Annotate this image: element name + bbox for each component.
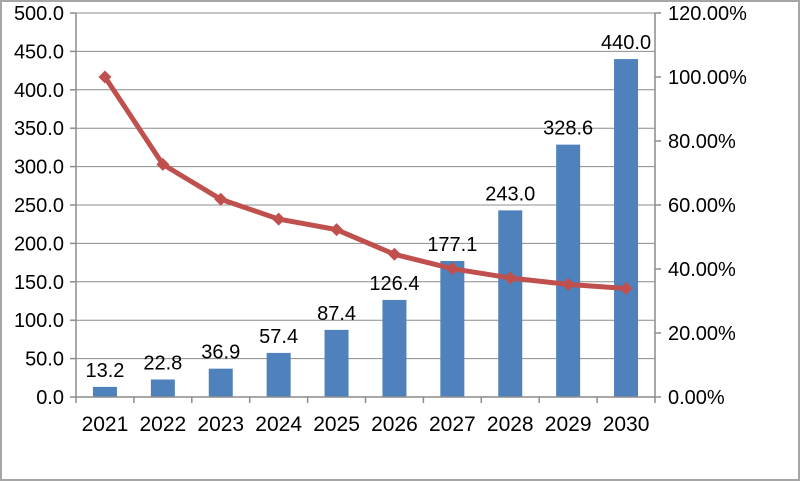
growth-rate-marker — [619, 282, 633, 296]
left-axis-tick-label: 500.0 — [14, 3, 64, 25]
bar-value-label: 440.0 — [601, 32, 651, 54]
x-axis-label: 2026 — [371, 413, 418, 436]
right-axis-tick-label: 120.00% — [668, 3, 747, 25]
bar — [266, 352, 291, 397]
bar-value-label: 328.6 — [543, 118, 593, 140]
bar — [208, 368, 233, 397]
right-axis-tick-label: 20.00% — [668, 323, 736, 345]
right-axis-tick-label: 40.00% — [668, 259, 736, 281]
bar — [614, 59, 639, 398]
bar-value-label: 243.0 — [485, 183, 535, 205]
right-axis-tick-label: 0.00% — [668, 387, 725, 409]
x-axis-label: 2021 — [82, 413, 129, 436]
growth-rate-marker — [387, 247, 401, 261]
left-axis-tick-label: 350.0 — [14, 118, 64, 140]
left-axis-tick-label: 0.0 — [36, 387, 64, 409]
growth-rate-marker — [503, 271, 517, 285]
left-axis-tick-label: 450.0 — [14, 41, 64, 63]
growth-rate-marker — [98, 70, 112, 84]
x-axis-label: 2023 — [197, 413, 244, 436]
left-axis-tick-label: 100.0 — [14, 310, 64, 332]
bar-value-label: 22.8 — [143, 352, 182, 374]
left-axis-tick-label: 300.0 — [14, 157, 64, 179]
bar — [498, 210, 523, 397]
bar — [556, 144, 581, 397]
left-axis-tick-label: 200.0 — [14, 233, 64, 255]
bar-value-label: 36.9 — [201, 342, 240, 364]
x-axis-label: 2027 — [429, 413, 476, 436]
x-axis-label: 2024 — [255, 413, 302, 436]
bar — [440, 260, 465, 397]
bar — [324, 329, 349, 397]
x-axis-label: 2025 — [313, 413, 360, 436]
growth-rate-marker — [156, 157, 170, 171]
bar-value-label: 13.2 — [85, 360, 124, 382]
x-axis-label: 2028 — [487, 413, 534, 436]
x-axis-label: 2030 — [603, 413, 650, 436]
bar — [92, 386, 117, 397]
right-axis-tick-label: 80.00% — [668, 131, 736, 153]
growth-rate-marker — [445, 262, 459, 276]
left-axis-tick-label: 250.0 — [14, 195, 64, 217]
right-axis-tick-label: 100.00% — [668, 67, 747, 89]
left-axis-tick-label: 400.0 — [14, 80, 64, 102]
bar-value-label: 126.4 — [369, 273, 419, 295]
left-axis-tick-label: 50.0 — [25, 349, 64, 371]
bar-value-label: 177.1 — [427, 234, 477, 256]
bar-value-label: 57.4 — [259, 326, 298, 348]
x-axis-label: 2022 — [139, 413, 186, 436]
growth-rate-line — [102, 74, 629, 292]
growth-rate-marker — [272, 212, 286, 226]
left-axis-tick-label: 150.0 — [14, 272, 64, 294]
x-axis-label: 2029 — [545, 413, 592, 436]
bar — [150, 379, 175, 397]
right-axis-tick-label: 60.00% — [668, 195, 736, 217]
growth-rate-marker — [330, 223, 344, 237]
growth-rate-marker — [214, 192, 228, 206]
bar — [382, 299, 407, 397]
bar-value-label: 87.4 — [317, 303, 356, 325]
growth-rate-marker — [561, 277, 575, 291]
